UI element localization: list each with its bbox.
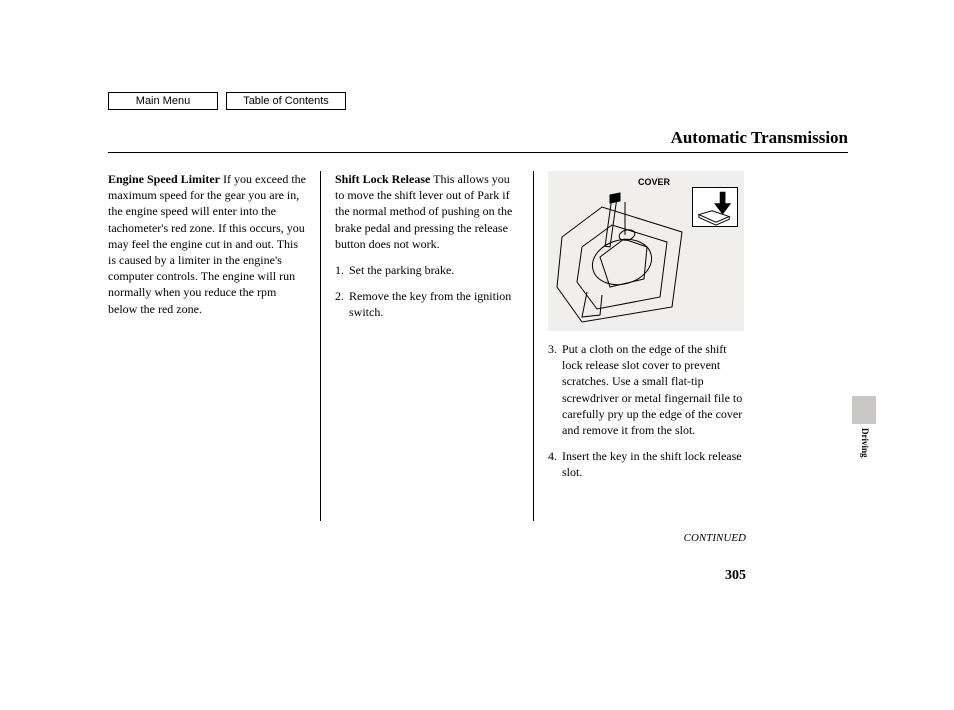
step-4: 4. Insert the key in the shift lock rele… xyxy=(548,448,746,480)
section-tab-label: Driving xyxy=(860,428,870,458)
step-1: 1. Set the parking brake. xyxy=(335,262,519,278)
col2-heading: Shift Lock Release xyxy=(335,172,430,186)
step-text: Put a cloth on the edge of the shift loc… xyxy=(562,341,746,438)
cover-callout xyxy=(692,187,738,227)
continued-label: CONTINUED xyxy=(548,531,746,546)
col1-body: If you exceed the maximum speed for the … xyxy=(108,172,306,316)
manual-page: Main Menu Table of Contents Automatic Tr… xyxy=(108,92,848,586)
column-2: Shift Lock Release This allows you to mo… xyxy=(321,171,533,586)
step-num: 1. xyxy=(335,262,349,278)
section-tab-marker xyxy=(852,396,876,424)
step-text: Remove the key from the ignition switch. xyxy=(349,288,519,320)
toc-button[interactable]: Table of Contents xyxy=(226,92,346,110)
step-text: Insert the key in the shift lock release… xyxy=(562,448,746,480)
title-bar: Automatic Transmission xyxy=(108,128,848,153)
content-columns: Engine Speed Limiter If you exceed the m… xyxy=(108,171,848,586)
page-title: Automatic Transmission xyxy=(671,128,848,147)
step-2: 2. Remove the key from the ignition swit… xyxy=(335,288,519,320)
col1-heading: Engine Speed Limiter xyxy=(108,172,220,186)
column-3: COVER xyxy=(534,171,746,586)
step-text: Set the parking brake. xyxy=(349,262,519,278)
main-menu-button[interactable]: Main Menu xyxy=(108,92,218,110)
column-1: Engine Speed Limiter If you exceed the m… xyxy=(108,171,320,586)
page-number: 305 xyxy=(548,567,746,586)
cover-arrow-icon xyxy=(693,188,737,226)
step-num: 3. xyxy=(548,341,562,438)
step-num: 2. xyxy=(335,288,349,320)
step-num: 4. xyxy=(548,448,562,480)
shift-lock-figure: COVER xyxy=(548,171,744,331)
shifter-illustration-icon xyxy=(552,187,692,327)
step-3: 3. Put a cloth on the edge of the shift … xyxy=(548,341,746,438)
nav-buttons: Main Menu Table of Contents xyxy=(108,92,848,110)
